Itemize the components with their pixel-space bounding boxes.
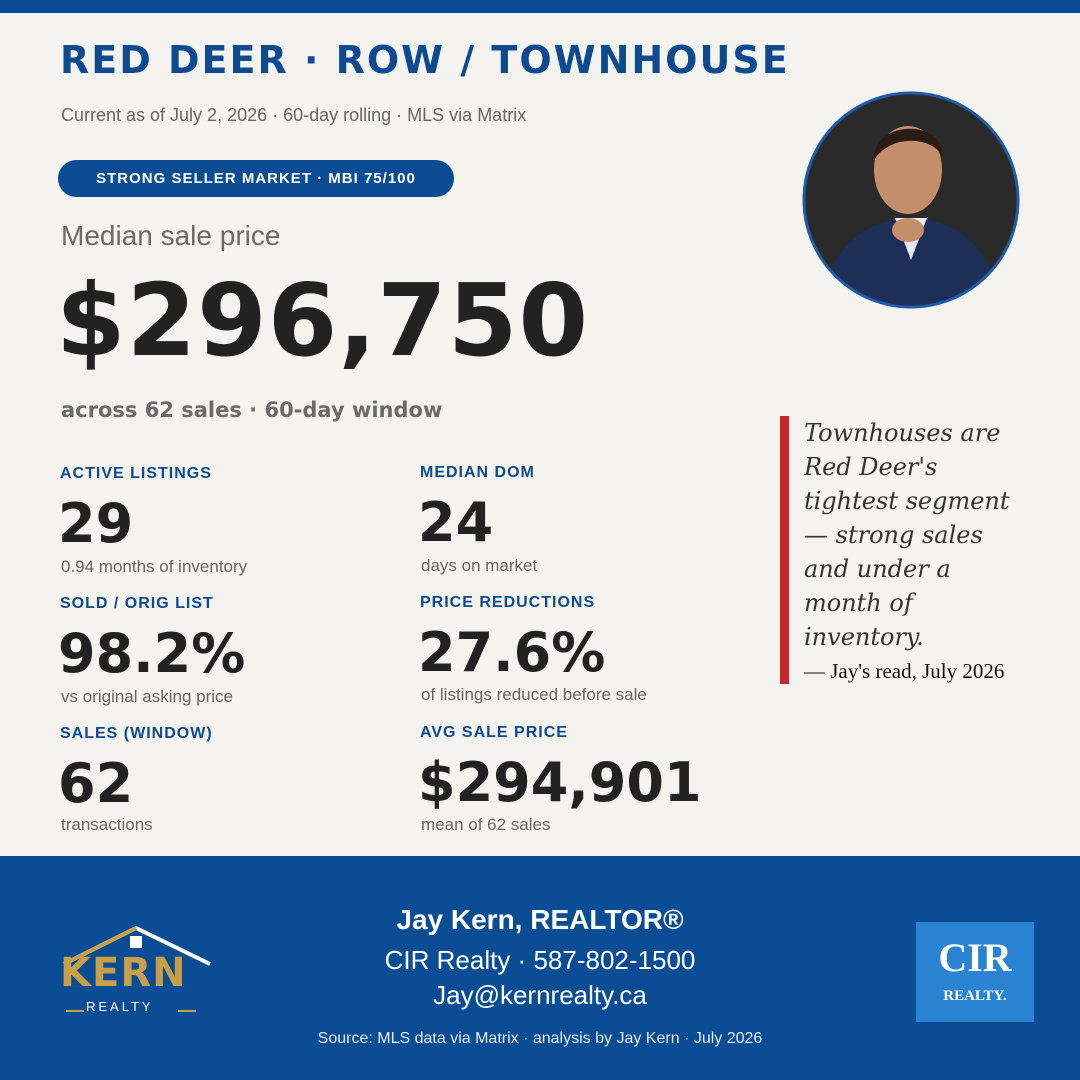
- stat-label: MEDIAN DOM: [420, 464, 535, 481]
- cir-logo-tagline: REALTY.: [943, 988, 1007, 1004]
- stat-label: AVG SALE PRICE: [420, 724, 568, 741]
- quote-attribution: — Jay's read, July 2026: [804, 659, 1005, 683]
- cir-logo: [916, 922, 1034, 1022]
- title: RED DEER · ROW / TOWNHOUSE: [60, 38, 790, 82]
- email: Jay@kernrealty.ca: [433, 980, 647, 1010]
- stat-note: transactions: [61, 815, 153, 834]
- agent-name: Jay Kern, REALTOR®: [396, 904, 684, 935]
- company-phone: CIR Realty · 587-802-1500: [384, 945, 696, 975]
- cir-logo-name: CIR: [938, 935, 1012, 980]
- footer: [0, 856, 1080, 1080]
- stat-value: 29: [58, 492, 134, 555]
- stat-value: 98.2%: [58, 622, 246, 685]
- stat-value: $294,901: [418, 751, 702, 814]
- stat-note: of listings reduced before sale: [421, 685, 647, 704]
- headline-note: across 62 sales · 60-day window: [61, 398, 443, 422]
- subtitle: Current as of July 2, 2026 · 60-day roll…: [61, 105, 527, 125]
- headline-value: $296,750: [56, 262, 590, 379]
- stat-label: SALES (WINDOW): [60, 725, 213, 742]
- stat-note: vs original asking price: [61, 687, 233, 706]
- source: Source: MLS data via Matrix · analysis b…: [317, 1030, 763, 1047]
- stat-note: mean of 62 sales: [421, 815, 551, 834]
- headline-label: Median sale price: [61, 220, 281, 251]
- stat-note: 0.94 months of inventory: [61, 557, 248, 576]
- stat-label: SOLD / ORIG LIST: [60, 595, 214, 612]
- stat-value: 62: [58, 752, 134, 815]
- stat-label: ACTIVE LISTINGS: [60, 465, 212, 482]
- kern-logo-roof: [63, 925, 211, 1012]
- quote-bar: [780, 416, 789, 684]
- top-bar: [0, 0, 1080, 13]
- stat-label: PRICE REDUCTIONS: [420, 594, 596, 611]
- stat-value: 27.6%: [418, 621, 606, 684]
- stat-value: 24: [418, 491, 494, 554]
- agent-photo: [802, 91, 1020, 309]
- kern-logo-name: KERN: [60, 950, 187, 996]
- stat-note: days on market: [421, 556, 538, 575]
- quote-text: Townhouses are Red Deer's tightest segme…: [804, 419, 1010, 651]
- market-badge: STRONG SELLER MARKET · MBI 75/100: [58, 160, 454, 197]
- kern-logo-tagline: REALTY: [86, 999, 154, 1014]
